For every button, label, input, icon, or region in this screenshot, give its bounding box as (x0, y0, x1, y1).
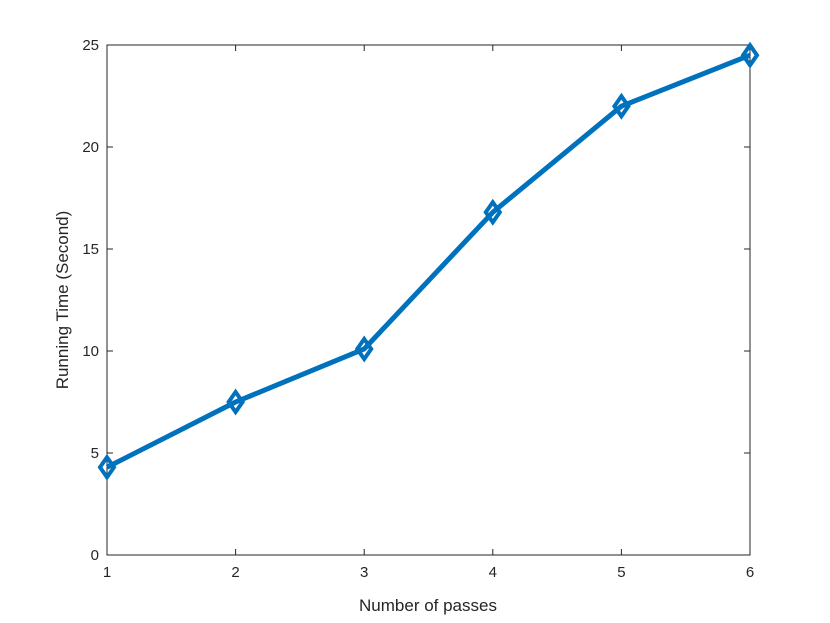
y-tick-label: 5 (91, 445, 99, 462)
line (105, 52, 751, 470)
y-tick-label: 15 (82, 241, 99, 258)
marker (97, 453, 117, 481)
x-tick-label: 2 (231, 564, 239, 581)
marker (483, 198, 503, 226)
plot-area (106, 44, 751, 556)
x-tick-label: 4 (489, 564, 497, 581)
x-tick-label: 6 (746, 564, 754, 581)
x-tick-label: 3 (360, 564, 368, 581)
x-tick-label: 5 (617, 564, 625, 581)
y-tick-label: 0 (91, 547, 99, 564)
marker (226, 388, 246, 416)
x-tick-label: 1 (103, 564, 111, 581)
y-tick-label: 10 (82, 343, 99, 360)
y-tick-label: 20 (82, 139, 99, 156)
marker (354, 335, 374, 363)
y-tick-label: 25 (82, 37, 99, 54)
y-axis-label: Running Time (Second) (53, 211, 72, 390)
marker (740, 41, 760, 69)
x-axis-label: Number of passes (359, 596, 497, 615)
marker (611, 92, 631, 120)
